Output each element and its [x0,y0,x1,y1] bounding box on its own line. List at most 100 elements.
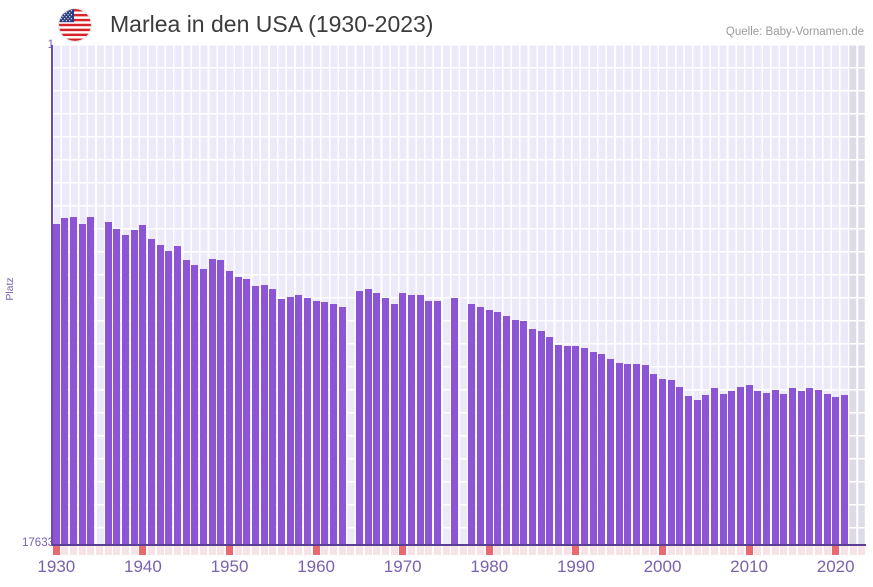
bar-1952[interactable] [243,278,251,545]
bar-2016[interactable] [797,391,805,545]
bar-1953[interactable] [252,285,259,545]
bar-1971[interactable] [407,294,415,545]
bar-1943[interactable] [165,251,173,545]
bar-1992[interactable] [589,352,597,545]
bar-1978[interactable] [468,304,476,545]
bar-1956[interactable] [277,298,285,545]
bar-1965[interactable] [355,290,363,545]
x-tick-1985 [529,546,537,555]
bar-1941[interactable] [148,238,156,545]
bar-1973[interactable] [425,301,433,545]
bar-2009[interactable] [736,386,744,545]
bar-1934[interactable] [87,217,95,545]
x-tick-1993 [598,546,606,555]
bar-2019[interactable] [823,393,831,545]
bar-1960[interactable] [312,301,320,545]
bar-1993[interactable] [598,354,606,545]
bar-1963[interactable] [338,307,346,545]
bar-1948[interactable] [208,258,216,545]
bar-1974[interactable] [433,300,441,545]
bar-1981[interactable] [494,312,502,545]
bar-2020[interactable] [832,396,840,545]
bar-1951[interactable] [234,276,242,545]
x-tick-1951 [234,546,242,555]
bar-2001[interactable] [667,379,675,545]
bar-2015[interactable] [788,388,796,545]
bar-1987[interactable] [546,337,554,545]
x-axis-tick-markers [52,546,866,560]
bar-2013[interactable] [771,390,779,545]
bar-1998[interactable] [641,365,649,545]
bar-1947[interactable] [200,269,208,545]
bar-1995[interactable] [615,362,623,545]
bar-1967[interactable] [373,292,381,545]
bar-1972[interactable] [416,294,424,545]
bar-1930[interactable] [52,224,60,545]
bar-1936[interactable] [104,222,112,545]
bar-2011[interactable] [754,390,762,545]
bar-2004[interactable] [693,400,701,545]
bar-2002[interactable] [676,387,684,545]
bar-1984[interactable] [520,320,528,545]
x-tick-2014 [780,546,788,555]
bar-1986[interactable] [537,330,545,545]
bar-1976[interactable] [451,297,459,545]
bar-1969[interactable] [390,304,398,545]
bar-1990[interactable] [572,346,580,545]
bar-1944[interactable] [174,246,182,545]
bar-2006[interactable] [710,388,718,545]
bar-2021[interactable] [840,394,848,545]
bar-1970[interactable] [399,292,407,545]
bar-1939[interactable] [130,230,138,545]
bar-1957[interactable] [286,296,294,545]
x-axis-label-2020: 2020 [816,557,855,576]
bar-2005[interactable] [702,394,710,545]
bar-1999[interactable] [650,373,658,545]
x-tick-1967 [373,546,381,555]
bar-1985[interactable] [529,328,537,545]
bar-1979[interactable] [477,307,485,545]
bar-1988[interactable] [555,344,563,545]
bar-1955[interactable] [269,289,277,545]
bar-1946[interactable] [191,265,199,545]
bar-1942[interactable] [156,245,164,545]
bar-1980[interactable] [485,309,493,545]
bar-1931[interactable] [61,218,69,545]
bar-1989[interactable] [563,346,571,545]
bar-1983[interactable] [511,319,519,545]
bar-1958[interactable] [295,295,303,545]
bar-2014[interactable] [780,394,788,545]
bar-1937[interactable] [113,229,121,545]
bar-1997[interactable] [633,364,641,545]
bar-1938[interactable] [122,234,130,545]
bar-1991[interactable] [581,348,589,545]
bar-2000[interactable] [659,378,666,545]
bar-2007[interactable] [719,394,727,545]
bar-1996[interactable] [624,363,632,545]
bar-1954[interactable] [260,285,268,545]
x-tick-1972 [416,546,424,555]
bar-1994[interactable] [607,359,615,545]
bar-2017[interactable] [806,388,814,545]
bar-1932[interactable] [70,217,78,545]
y-axis-top-label: 1 [48,39,54,51]
bar-2008[interactable] [728,390,736,545]
bar-2010[interactable] [745,384,753,545]
bar-1966[interactable] [364,288,372,545]
bar-1961[interactable] [321,301,329,545]
bar-1940[interactable] [139,225,147,545]
bar-1982[interactable] [503,316,511,545]
bar-1945[interactable] [182,259,190,545]
bar-1933[interactable] [78,224,86,545]
x-tick-1988 [555,546,563,555]
bar-1968[interactable] [381,297,389,545]
bar-1962[interactable] [329,303,337,545]
bar-2012[interactable] [762,392,770,545]
bar-2018[interactable] [814,390,822,545]
bar-2003[interactable] [684,396,692,545]
bar-1949[interactable] [217,259,225,545]
x-tick-1979 [477,546,485,555]
x-tick-2009 [736,546,744,555]
bar-1959[interactable] [303,297,311,545]
bar-1950[interactable] [226,270,234,545]
